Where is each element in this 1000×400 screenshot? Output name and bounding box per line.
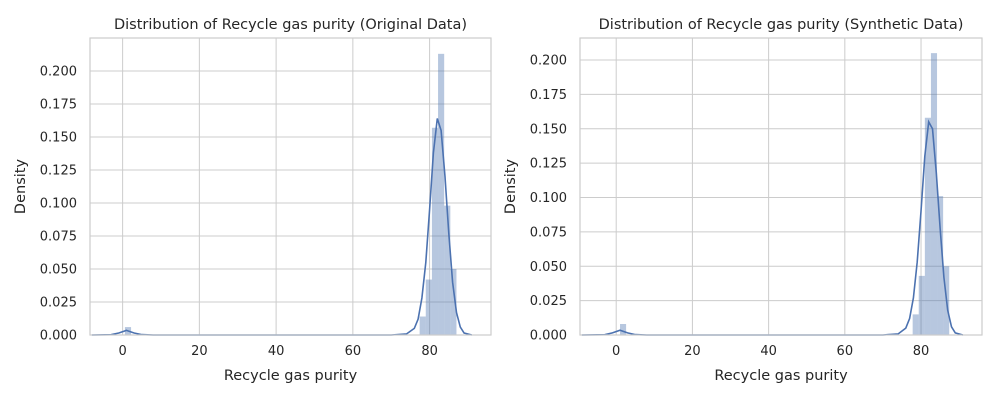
x-axis-label: Recycle gas purity [714,368,848,384]
y-axis-label: Density [13,159,29,215]
x-tick-label: 60 [837,344,854,359]
y-tick-label: 0.200 [530,54,567,69]
histogram-bar [438,53,445,336]
histogram-bar [918,275,925,335]
x-axis-label: Recycle gas purity [224,368,358,384]
x-tick-label: 0 [612,344,620,359]
x-tick-label: 20 [684,344,701,359]
y-tick-label: 0.125 [530,157,567,172]
x-tick-label: 80 [913,344,930,359]
histogram-bar [930,53,938,335]
plot-frame [89,37,492,336]
x-tick-label: 40 [760,344,777,359]
y-tick-label: 0.000 [40,329,77,344]
y-axis-label: Density [503,159,519,215]
histogram-bar [937,196,944,335]
y-tick-label: 0.100 [530,191,567,206]
y-tick-label: 0.025 [40,296,77,311]
y-tick-label: 0.075 [530,225,567,240]
x-tick-label: 0 [118,344,126,359]
y-tick-label: 0.075 [40,230,77,245]
y-tick-label: 0.125 [40,164,77,179]
histogram-bar [419,316,426,335]
histogram-bar [924,117,931,335]
y-tick-label: 0.050 [40,263,77,278]
histogram-bar [444,205,451,335]
plot-frame [579,37,983,336]
y-tick-label: 0.150 [530,122,567,137]
y-tick-label: 0.150 [40,131,77,146]
kde-line [91,118,473,336]
y-tick-label: 0.175 [40,98,77,113]
chart-title: Distribution of Recycle gas purity (Orig… [114,17,467,33]
y-tick-label: 0.200 [40,65,77,80]
y-tick-label: 0.175 [530,88,567,103]
histogram-bar [431,127,439,335]
histogram-bar [620,324,627,335]
kde-line [581,119,964,336]
histogram-bar [425,279,432,335]
y-tick-label: 0.100 [40,197,77,212]
x-tick-label: 40 [268,344,285,359]
x-tick-label: 20 [191,344,208,359]
y-tick-label: 0.025 [530,294,567,309]
histogram-bar [450,269,457,335]
y-tick-label: 0.050 [530,260,567,275]
histogram-bar [912,314,919,335]
chart-original-data: 0 20 40 60 80 0.000 0.025 0.050 0.075 0.100 0.125 0… [13,17,492,384]
x-tick-label: 80 [421,344,438,359]
x-tick-label: 60 [345,344,362,359]
chart-synthetic-data: 0 20 40 60 80 0.000 0.025 0.050 0.075 0.100 0.125 0… [503,17,983,384]
y-tick-label: 0.000 [530,329,567,344]
chart-title: Distribution of Recycle gas purity (Synt… [599,17,964,33]
